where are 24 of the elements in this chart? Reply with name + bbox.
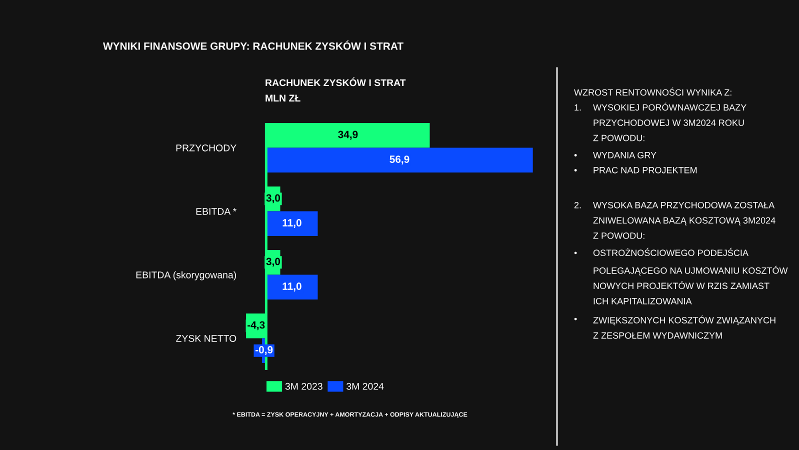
data-label: -4,3: [248, 321, 265, 330]
text: • ZWIĘKSZONYCH KOSZTÓW ZWIĄZANYCH Z ZESPOŁEM WYDAWNICZYM: [574, 316, 776, 339]
data-label: 56,9: [390, 156, 410, 164]
data-label: -0,9: [256, 346, 273, 355]
y-tick-label: ZYSK NETTO: [176, 334, 236, 342]
legend-label: 3M 2024: [346, 382, 384, 390]
data-label: 34,9: [338, 130, 358, 140]
text: 1. WYSOKIEJ PORÓWNAWCZEJ BAZY PRZYCHODOWEJ W 3M2024 ROKU Z POWODU:: [574, 102, 746, 142]
data-label: 11,0: [282, 219, 302, 228]
bar: [266, 148, 533, 173]
text: 2. WYSOKA BAZA PRZYCHODOWA ZOSTAŁA ZNIWELOWANA BAZĄ KOSZTOWĄ 3M2024 Z POWODU:: [574, 202, 776, 239]
y-tick-label: EBITDA *: [196, 208, 236, 215]
y-tick-label: EBITDA (skorygowana): [136, 271, 236, 280]
y-tick-label: PRZYCHODY: [176, 144, 236, 152]
legend-label: 3M 2023: [285, 382, 322, 390]
text: • OSTROŻNOŚCIOWEGO PODEJŚCIA POLEGAJĄCEGO NA UJMOWANIU KOSZTÓW NOWYCH PROJEKTÓW W RZIS ZAMIAST ICH KAPITALIZOWANIA: [574, 248, 788, 304]
text: • WYDANIA GRY: [574, 152, 656, 158]
data-label: 11,0: [282, 282, 302, 292]
data-label: 3,0: [266, 258, 280, 267]
text: • PRAC NAD PROJEKTEM: [574, 166, 697, 174]
text: WZROST RENTOWNOŚCI WYNIKA Z:: [574, 87, 732, 96]
chart-title: WYNIKI FINANSOWE GRUPY: RACHUNEK ZYSKÓW I STRAT: [103, 40, 404, 50]
data-label: 3,0: [266, 194, 280, 204]
chart-subtitle: RACHUNEK ZYSKÓW I STRAT MLN ZŁ: [266, 77, 406, 102]
